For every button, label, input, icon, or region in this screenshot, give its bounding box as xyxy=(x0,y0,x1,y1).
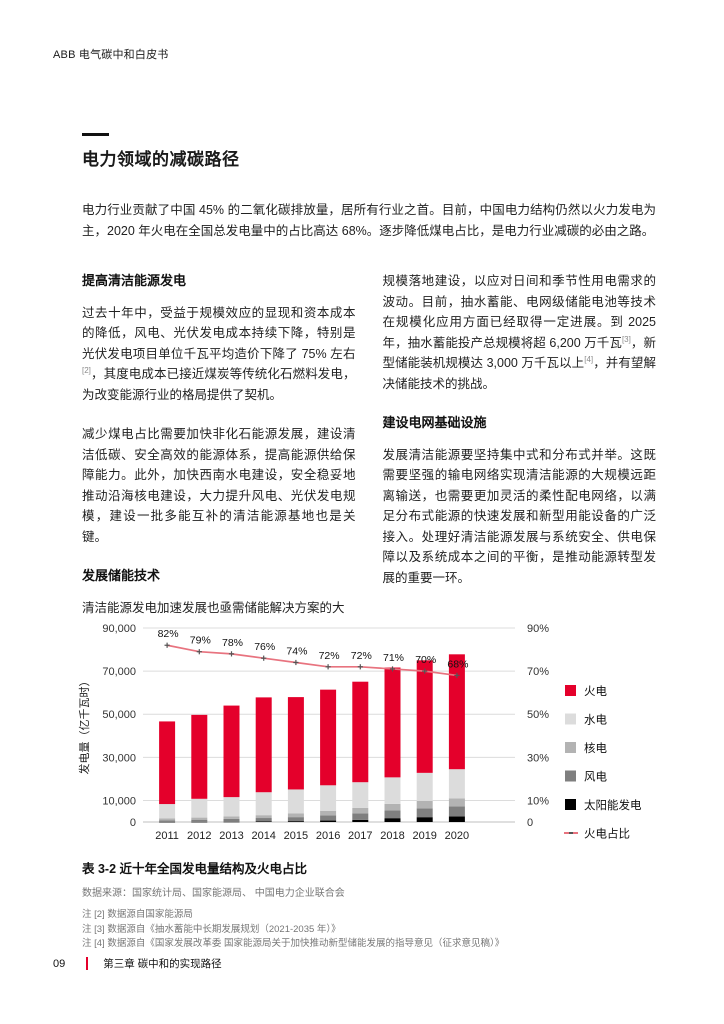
svg-text:火电占比: 火电占比 xyxy=(584,827,630,841)
footnote-ref-2: [2] xyxy=(82,365,91,375)
bar-group-2019 xyxy=(416,660,433,822)
svg-text:50%: 50% xyxy=(527,709,549,721)
svg-text:82%: 82% xyxy=(158,628,179,640)
page-number: 09 xyxy=(53,957,66,970)
svg-text:2013: 2013 xyxy=(219,830,243,842)
svg-text:2017: 2017 xyxy=(348,830,372,842)
footnote-4: 注 [4] 数据源自《国家发展改革委 国家能源局关于加快推动新型储能发展的指导意… xyxy=(82,938,505,949)
svg-text:70%: 70% xyxy=(527,666,549,678)
bar-group-2016 xyxy=(320,689,337,822)
svg-text:2015: 2015 xyxy=(284,830,308,842)
paragraph-clean-energy-cost: 过去十年中，受益于规模效应的显现和资本成本的降低，风电、光伏发电成本持续下降，特… xyxy=(82,303,356,406)
bar-group-2012 xyxy=(191,714,208,823)
chart-source: 数据来源：国家统计局、国家能源局、 中国电力企业联合会 xyxy=(82,888,345,899)
svg-text:水电: 水电 xyxy=(584,714,607,727)
heading-energy-storage: 发展储能技术 xyxy=(82,568,161,583)
bar-group-2015 xyxy=(287,697,304,822)
bar-group-2018 xyxy=(384,667,401,822)
svg-text:30%: 30% xyxy=(527,752,549,764)
bar-group-2011 xyxy=(159,721,176,823)
svg-text:0: 0 xyxy=(130,817,136,829)
heading-grid-infrastructure: 建设电网基础设施 xyxy=(382,415,487,430)
footnotes: 注 [2] 数据源自国家能源局 注 [3] 数据源自《抽水蓄能中长期发展规划（2… xyxy=(82,908,656,952)
svg-text:2018: 2018 xyxy=(380,830,404,842)
svg-text:2016: 2016 xyxy=(316,830,340,842)
chapter-label: 第三章 碳中和的实现路径 xyxy=(103,958,222,970)
legend-item-0: 火电 xyxy=(565,685,607,698)
svg-text:50,000: 50,000 xyxy=(102,709,136,721)
footnote-ref-4: [4] xyxy=(584,354,594,364)
chart-caption: 表 3-2 近十年全国发电量结构及火电占比 xyxy=(82,862,308,876)
footnote-3: 注 [3] 数据源自《抽水蓄能中长期发展规划（2021-2035 年）》 xyxy=(82,923,341,935)
right-column: 规模落地建设，以应对日间和季节性用电需求的波动。目前，抽水蓄能、电网级储能电池等… xyxy=(383,271,657,637)
svg-text:风电: 风电 xyxy=(584,771,607,784)
legend-item-3: 风电 xyxy=(565,770,607,784)
legend-item-1: 水电 xyxy=(565,713,607,727)
text-run: ，新型储能装机规模达 3,000 万千瓦以上 xyxy=(382,335,656,371)
paragraph-storage-intro: 清洁能源发电加速发展也亟需储能解决方案的大 xyxy=(82,600,345,615)
svg-text:90%: 90% xyxy=(527,623,549,635)
page-footer: 09 第三章 碳中和的实现路径 xyxy=(53,956,222,971)
bar-group-2017 xyxy=(352,681,369,822)
bar-group-2014 xyxy=(255,697,272,822)
svg-text:2012: 2012 xyxy=(187,830,211,842)
stacked-bars xyxy=(159,654,465,823)
bar-group-2013 xyxy=(223,705,240,823)
svg-text:2019: 2019 xyxy=(412,830,436,842)
svg-text:2014: 2014 xyxy=(251,830,275,842)
footnote-ref-3: [3] xyxy=(621,334,631,344)
paragraph-reduce-coal: 减少煤电占比需要加快非化石能源发展，建设清洁低碳、安全高效的能源体系，提高能源供… xyxy=(82,427,356,544)
thermal-share-line: 82% 79% 78% 76% 74% 72% 72% 71% 70% 68% xyxy=(158,628,468,679)
svg-text:太阳能发电: 太阳能发电 xyxy=(584,798,642,812)
svg-text:90,000: 90,000 xyxy=(102,623,136,635)
svg-text:10,000: 10,000 xyxy=(102,795,136,807)
svg-text:72%: 72% xyxy=(319,650,340,662)
legend-item-5: 火电占比 xyxy=(564,827,630,841)
section-title-block: 电力领域的减碳路径 xyxy=(82,133,656,170)
svg-text:2020: 2020 xyxy=(445,830,469,842)
legend-item-4: 太阳能发电 xyxy=(565,798,642,812)
svg-text:76%: 76% xyxy=(254,641,275,653)
svg-text:2011: 2011 xyxy=(155,830,179,842)
document-header: ABB 电气碳中和白皮书 xyxy=(53,49,169,61)
left-column: 提高清洁能源发电 过去十年中，受益于规模效应的显现和资本成本的降低，风电、光伏发… xyxy=(82,271,356,637)
heading-clean-energy: 提高清洁能源发电 xyxy=(82,273,187,288)
bar-group-2020 xyxy=(448,654,465,822)
svg-text:0: 0 xyxy=(527,817,533,829)
title-dash xyxy=(82,133,109,136)
svg-text:68%: 68% xyxy=(447,658,468,670)
svg-text:74%: 74% xyxy=(286,645,307,657)
chart-svg: 0 0 10,000 10% 30,000 30% 50,000 50% 70,000 70% 90… xyxy=(77,623,642,842)
paragraph-storage-continued: 规模落地建设，以应对日间和季节性用电需求的波动。目前，抽水蓄能、电网级储能电池等… xyxy=(383,271,657,394)
y-axis-label: 发电量（亿千瓦时） xyxy=(77,676,91,775)
text-run: ，并有望解决储能技术的挑战。 xyxy=(382,356,657,391)
generation-structure-chart: 0 0 10,000 10% 30,000 30% 50,000 50% 70,000 70% 90… xyxy=(75,608,675,856)
svg-text:30,000: 30,000 xyxy=(102,752,136,764)
svg-text:78%: 78% xyxy=(222,637,243,649)
svg-text:79%: 79% xyxy=(190,635,211,647)
svg-text:10%: 10% xyxy=(527,795,549,807)
legend-item-2: 核电 xyxy=(565,741,607,755)
two-column-body: 提高清洁能源发电 过去十年中，受益于规模效应的显现和资本成本的降低，风电、光伏发… xyxy=(82,271,656,637)
intro-paragraph: 电力行业贡献了中国 45% 的二氧化碳排放量，居所有行业之首。目前，中国电力结构… xyxy=(82,202,656,239)
paragraph-grid-infrastructure: 发展清洁能源要坚持集中式和分布式并举。这既需要坚强的输电网络实现清洁能源的大规模… xyxy=(382,447,657,585)
footnote-2: 注 [2] 数据源自国家能源局 xyxy=(82,909,193,920)
svg-text:70%: 70% xyxy=(415,654,436,666)
page-title: 电力领域的减碳路径 xyxy=(82,150,240,169)
svg-text:核电: 核电 xyxy=(584,741,607,755)
svg-text:72%: 72% xyxy=(351,650,372,662)
footer-divider xyxy=(86,957,89,970)
text-run: 过去十年中，受益于规模效应的显现和资本成本的降低，风电、光伏发电成本持续下降，特… xyxy=(82,305,356,361)
text-run: ，其度电成本已接近煤炭等传统化石燃料发电，为改变能源行业的格局提供了契机。 xyxy=(82,367,356,402)
svg-text:火电: 火电 xyxy=(584,685,607,698)
svg-text:71%: 71% xyxy=(383,652,404,664)
chart-caption-block: 表 3-2 近十年全国发电量结构及火电占比 数据来源：国家统计局、国家能源局、 … xyxy=(82,858,656,899)
svg-text:70,000: 70,000 xyxy=(102,666,136,678)
text-run: 规模落地建设，以应对日间和季节性用电需求的波动。目前，抽水蓄能、电网级储能电池等… xyxy=(382,274,657,350)
